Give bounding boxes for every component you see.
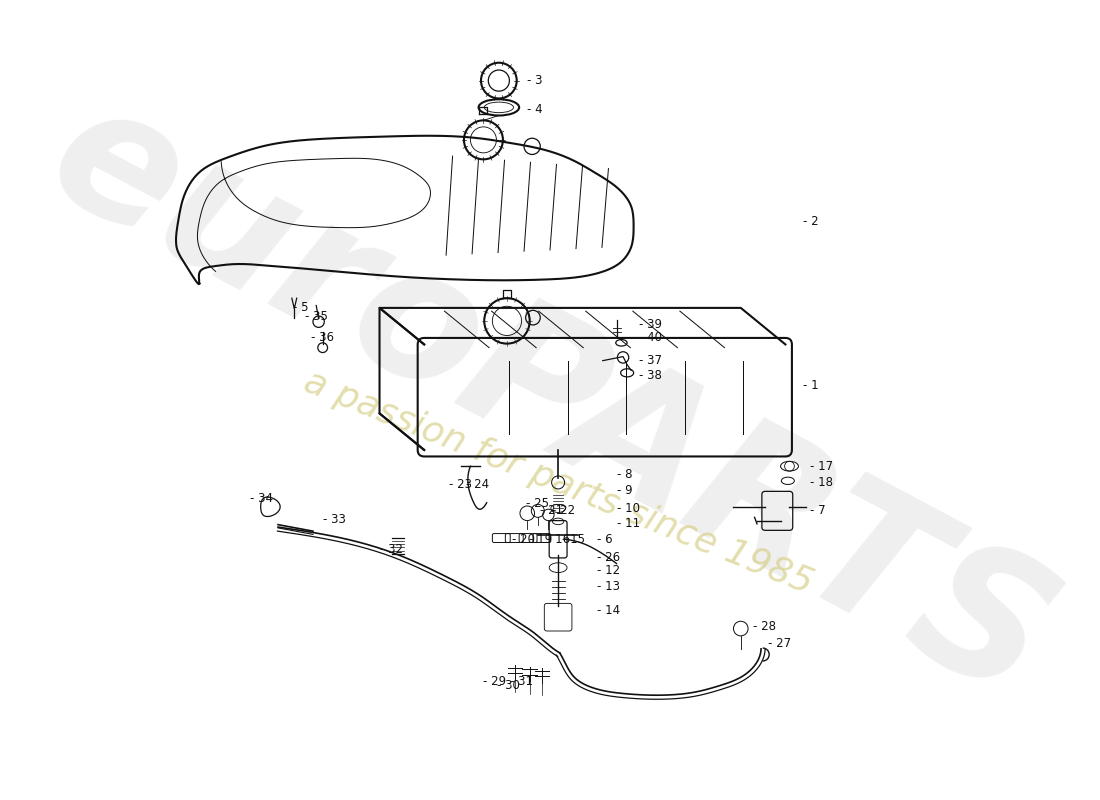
Text: - 20: - 20 <box>512 533 535 546</box>
Text: - 2: - 2 <box>803 214 818 227</box>
Text: - 33: - 33 <box>322 514 345 526</box>
Text: - 12: - 12 <box>597 564 620 577</box>
Text: a passion for parts since 1985: a passion for parts since 1985 <box>299 365 817 601</box>
Text: - 19: - 19 <box>529 533 552 546</box>
Text: - 6: - 6 <box>597 533 613 546</box>
Text: - 38: - 38 <box>639 369 662 382</box>
Text: - 3: - 3 <box>527 74 542 87</box>
Text: euroPARTS: euroPARTS <box>22 65 1078 738</box>
Text: - 35: - 35 <box>305 310 328 323</box>
Text: - 4: - 4 <box>527 102 543 115</box>
Text: - 21: - 21 <box>540 504 563 518</box>
Text: - 1: - 1 <box>803 378 818 391</box>
Text: - 15: - 15 <box>562 533 585 546</box>
Text: - 27: - 27 <box>768 637 791 650</box>
Text: - 28: - 28 <box>754 621 776 634</box>
Text: - 13: - 13 <box>597 580 620 593</box>
Text: - 31: - 31 <box>510 675 534 688</box>
Text: - 29: - 29 <box>483 675 506 688</box>
Text: - 11: - 11 <box>617 517 640 530</box>
Text: - 36: - 36 <box>310 331 333 345</box>
Text: - 14: - 14 <box>597 604 620 617</box>
Text: - 37: - 37 <box>639 354 662 367</box>
Text: - 30: - 30 <box>497 679 520 692</box>
Text: - 39: - 39 <box>639 318 662 330</box>
Text: - 24: - 24 <box>466 478 490 491</box>
Text: - 5: - 5 <box>294 302 309 314</box>
Text: - 40: - 40 <box>639 331 662 345</box>
Text: - 26: - 26 <box>597 550 620 564</box>
Text: - 17: - 17 <box>810 460 833 473</box>
Text: - 25: - 25 <box>526 497 549 510</box>
Text: - 18: - 18 <box>810 476 833 489</box>
Text: - 32: - 32 <box>379 542 403 555</box>
Text: - 34: - 34 <box>250 492 273 505</box>
Text: - 7: - 7 <box>810 504 825 518</box>
Text: - 16: - 16 <box>547 533 570 546</box>
Text: - 10: - 10 <box>617 502 639 515</box>
Text: - 8: - 8 <box>617 468 632 481</box>
Text: - 22: - 22 <box>551 504 574 518</box>
Text: - 23: - 23 <box>449 478 472 491</box>
Text: - 9: - 9 <box>617 484 632 497</box>
